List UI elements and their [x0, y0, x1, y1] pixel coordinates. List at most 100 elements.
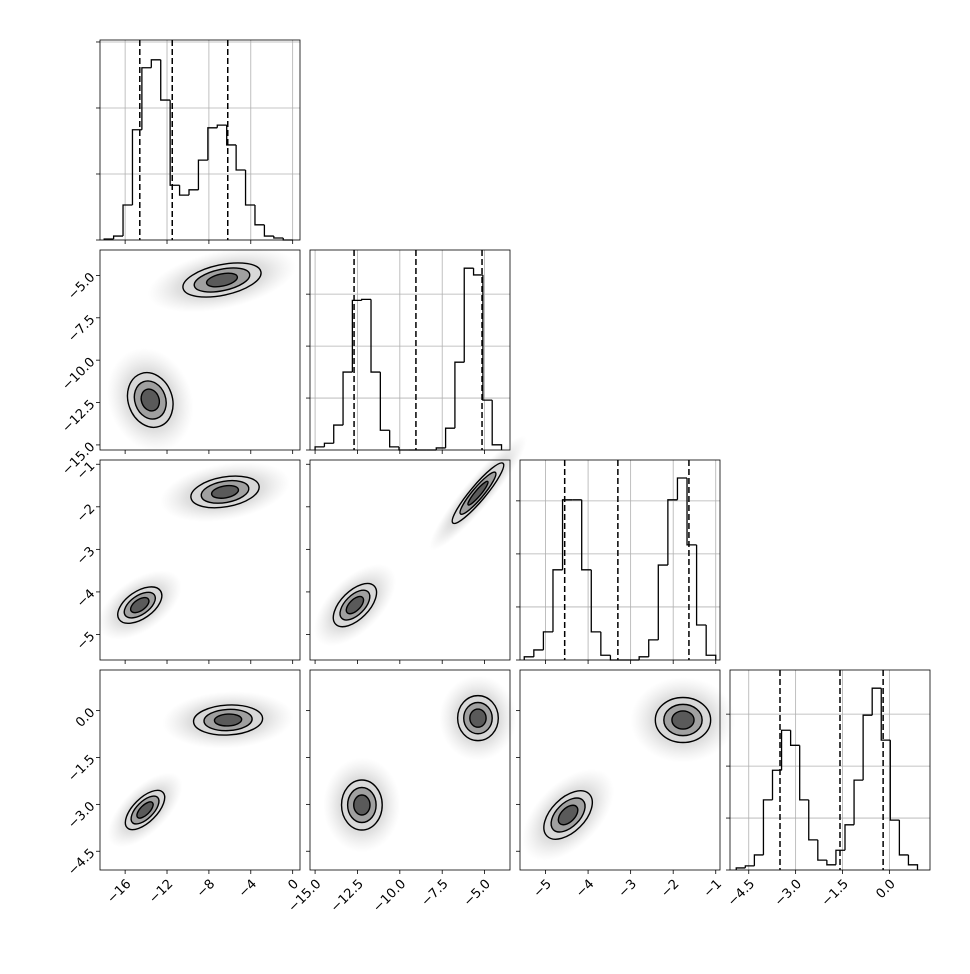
density-contour	[353, 794, 371, 816]
histogram-step	[188, 189, 199, 196]
histogram-step	[197, 159, 208, 190]
y-tick-label: −10.0	[60, 355, 99, 394]
panel-frame	[99, 669, 301, 871]
panel-frame	[309, 669, 511, 871]
histogram-step	[581, 499, 592, 571]
pair-panel	[522, 677, 736, 861]
histogram-step	[389, 430, 399, 448]
x-tick-label: −12	[146, 877, 176, 907]
y-tick-label: −3.0	[65, 799, 98, 832]
histogram-step	[695, 544, 707, 626]
y-tick-label: −5	[74, 629, 98, 653]
histogram-step	[472, 268, 483, 276]
histogram-step	[150, 59, 161, 68]
density-contour	[205, 272, 239, 288]
y-tick-label: −2	[74, 502, 98, 526]
histogram-step	[771, 769, 782, 800]
y-tick-label: 0.0	[73, 705, 98, 730]
histogram-step	[808, 799, 818, 841]
histogram-step	[889, 740, 900, 821]
histogram-step	[853, 779, 864, 825]
histogram-step	[454, 361, 465, 429]
histogram-step	[657, 564, 668, 640]
histogram-step	[600, 631, 611, 656]
y-tick-label: −5.0	[65, 270, 98, 303]
histogram-step	[676, 477, 688, 500]
histogram-step	[333, 424, 344, 444]
histogram-step	[370, 299, 381, 373]
histogram-step	[552, 569, 563, 632]
histogram-step	[398, 446, 409, 451]
histogram-step	[542, 631, 553, 650]
histogram-step	[533, 649, 544, 657]
histogram-step	[263, 224, 274, 237]
histogram-step	[871, 687, 882, 716]
panel-frame	[519, 459, 721, 661]
x-tick-label: −2	[658, 877, 682, 901]
density-contour	[345, 595, 365, 615]
x-tick-label: −3	[616, 877, 640, 901]
x-tick-label: −12.5	[328, 877, 367, 916]
histogram-step	[835, 849, 845, 865]
histogram-step	[907, 854, 919, 870]
histogram-step	[844, 824, 855, 851]
panel-frame	[99, 459, 301, 661]
y-tick-label: −4	[74, 587, 98, 611]
histogram-step	[463, 267, 474, 363]
x-tick-label: −16	[104, 877, 134, 907]
histogram-step	[351, 299, 362, 373]
panel-frame	[519, 669, 721, 871]
histogram-step	[361, 298, 372, 301]
histogram-step	[590, 569, 601, 633]
histogram-step	[160, 59, 171, 101]
density-contour	[210, 484, 240, 499]
panel-frame	[309, 249, 511, 451]
density-contour	[557, 804, 579, 826]
histogram-step	[561, 499, 573, 570]
histogram-step	[686, 478, 697, 546]
histogram-step	[491, 400, 503, 450]
histogram-step	[235, 144, 246, 171]
histogram-step	[216, 124, 227, 128]
panel-frame	[99, 39, 301, 241]
x-tick-label: 0.0	[873, 877, 898, 902]
histogram-step	[444, 427, 455, 448]
y-tick-label: −4.5	[65, 846, 98, 879]
histogram-step	[435, 447, 446, 450]
density-contour	[469, 708, 487, 728]
x-tick-label: −4	[236, 877, 260, 901]
histogram-step	[207, 127, 218, 161]
histogram-step	[342, 371, 353, 426]
y-tick-label: −7.5	[65, 312, 98, 345]
histogram-step	[744, 865, 755, 868]
histogram-step	[226, 125, 237, 146]
histogram-step	[705, 624, 717, 660]
histogram-step	[789, 730, 800, 746]
histogram-step	[817, 839, 827, 861]
x-tick-label: −1.5	[819, 877, 852, 910]
histogram-step	[862, 714, 873, 781]
density-contour	[129, 596, 150, 614]
histogram-step	[273, 236, 284, 239]
histogram-step	[638, 656, 649, 660]
x-tick-label: −5	[531, 877, 555, 901]
pair-panel	[107, 691, 294, 848]
density-contour	[671, 710, 695, 730]
panel-frame	[729, 669, 931, 871]
x-tick-label: −1	[701, 877, 725, 901]
density-contour	[467, 480, 489, 506]
histogram-step	[112, 235, 124, 240]
histogram-step	[762, 799, 773, 855]
histogram-step	[379, 372, 390, 431]
histogram-step	[323, 442, 334, 447]
x-tick-label: −4	[573, 877, 597, 901]
pair-panel	[323, 675, 517, 853]
histogram-step	[648, 639, 659, 657]
histogram-step	[244, 170, 255, 206]
histogram-step	[667, 499, 678, 566]
x-tick-label: −8	[194, 877, 218, 901]
histogram-step	[122, 204, 133, 237]
histogram-step	[131, 129, 142, 206]
